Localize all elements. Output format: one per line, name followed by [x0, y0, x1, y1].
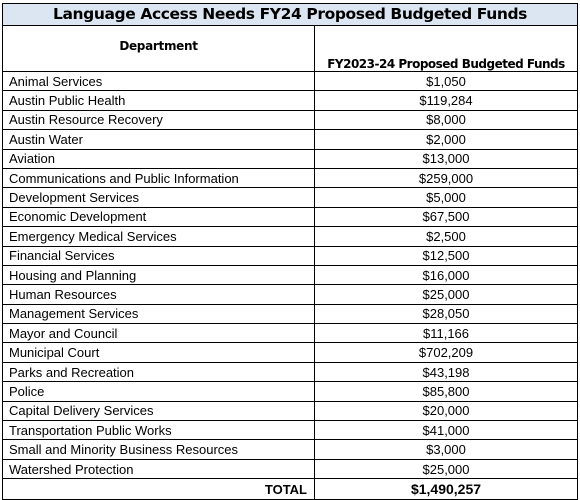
department-cell: Communications and Public Information	[2, 167, 315, 189]
department-cell: Watershed Protection	[2, 458, 315, 480]
department-cell: Transportation Public Works	[2, 420, 315, 441]
department-cell: Aviation	[2, 148, 315, 169]
header-row: Department FY2023-24 Proposed Budgeted F…	[2, 25, 578, 72]
table-row: Parks and Recreation $43,198	[2, 361, 578, 383]
title-row: Language Access Needs FY24 Proposed Budg…	[2, 3, 578, 26]
table-row: Emergency Medical Services $2,500	[2, 226, 578, 247]
department-cell: Austin Resource Recovery	[2, 109, 315, 131]
department-cell: Capital Delivery Services	[2, 400, 315, 422]
table-row: Transportation Public Works $41,000	[2, 420, 578, 441]
table-row: Housing and Planning $16,000	[2, 264, 578, 286]
department-cell: Human Resources	[2, 284, 315, 305]
department-cell: Municipal Court	[2, 342, 315, 363]
table-row: Human Resources $25,000	[2, 284, 578, 305]
table-row: Municipal Court $702,209	[2, 342, 578, 363]
department-cell: Austin Public Health	[2, 90, 315, 111]
amount-cell: $702,209	[314, 342, 578, 363]
table-row: Austin Water $2,000	[2, 129, 578, 150]
amount-cell: $13,000	[314, 148, 578, 169]
amount-cell: $119,284	[314, 90, 578, 111]
funds-column-header: FY2023-24 Proposed Budgeted Funds	[314, 25, 578, 72]
table-row: Capital Delivery Services $20,000	[2, 400, 578, 422]
department-cell: Financial Services	[2, 245, 315, 266]
amount-cell: $8,000	[314, 109, 578, 131]
amount-cell: $3,000	[314, 439, 578, 460]
department-cell: Emergency Medical Services	[2, 226, 315, 247]
amount-cell: $43,198	[314, 361, 578, 383]
amount-cell: $25,000	[314, 458, 578, 480]
amount-cell: $28,050	[314, 303, 578, 325]
table-row: Small and Minority Business Resources $3,…	[2, 439, 578, 460]
amount-cell: $20,000	[314, 400, 578, 422]
department-cell: Small and Minority Business Resources	[2, 439, 315, 460]
amount-cell: $259,000	[314, 167, 578, 189]
table-row: Economic Development $67,500	[2, 206, 578, 228]
table-row: Mayor and Council $11,166	[2, 323, 578, 344]
table-row: Financial Services $12,500	[2, 245, 578, 266]
amount-cell: $12,500	[314, 245, 578, 266]
table-body: Animal Services $1,050 Austin Public Healt…	[2, 70, 578, 480]
table-row: Austin Resource Recovery $8,000	[2, 109, 578, 131]
amount-cell: $16,000	[314, 264, 578, 286]
table-row: Development Services $5,000	[2, 187, 578, 208]
department-cell: Economic Development	[2, 206, 315, 228]
amount-cell: $2,000	[314, 129, 578, 150]
department-cell: Parks and Recreation	[2, 361, 315, 383]
budget-table: Language Access Needs FY24 Proposed Budg…	[2, 3, 578, 500]
table-row: Aviation $13,000	[2, 148, 578, 169]
table-row: Communications and Public Information $25…	[2, 167, 578, 189]
department-cell: Police	[2, 381, 315, 402]
amount-cell: $67,500	[314, 206, 578, 228]
table-row: Animal Services $1,050	[2, 70, 578, 92]
amount-cell: $5,000	[314, 187, 578, 208]
department-cell: Management Services	[2, 303, 315, 325]
department-cell: Austin Water	[2, 129, 315, 150]
department-cell: Housing and Planning	[2, 264, 315, 286]
department-cell: Animal Services	[2, 70, 315, 92]
amount-cell: $1,050	[314, 70, 578, 92]
table-row: Watershed Protection $25,000	[2, 458, 578, 480]
department-cell: Mayor and Council	[2, 323, 315, 344]
amount-cell: $25,000	[314, 284, 578, 305]
table-row: Management Services $28,050	[2, 303, 578, 325]
amount-cell: $2,500	[314, 226, 578, 247]
table-row: Austin Public Health $119,284	[2, 90, 578, 111]
amount-cell: $41,000	[314, 420, 578, 441]
department-column-header: Department	[2, 25, 315, 72]
amount-cell: $85,800	[314, 381, 578, 402]
department-cell: Development Services	[2, 187, 315, 208]
amount-cell: $11,166	[314, 323, 578, 344]
table-title: Language Access Needs FY24 Proposed Budg…	[2, 3, 578, 26]
table-row: Police $85,800	[2, 381, 578, 402]
